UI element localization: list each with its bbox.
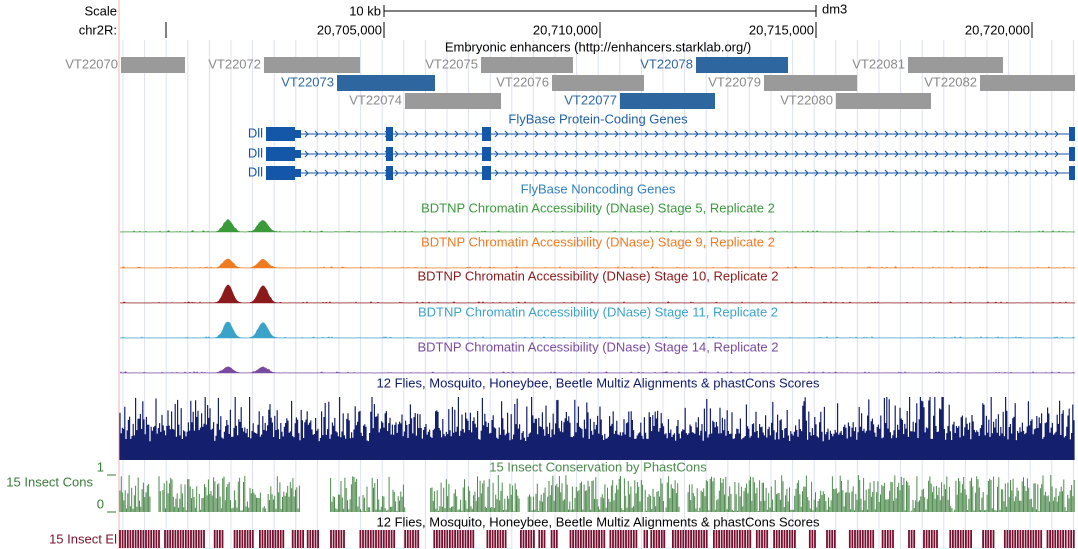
gene-label[interactable]: Dll xyxy=(248,125,263,140)
enhancer-item[interactable] xyxy=(764,75,857,91)
gene-exon[interactable] xyxy=(1069,127,1075,141)
gene-exon[interactable] xyxy=(1069,147,1075,161)
signal-track xyxy=(119,366,1076,374)
gene-label[interactable]: Dll xyxy=(248,164,263,179)
gene-exon[interactable] xyxy=(1069,166,1075,180)
track-title[interactable]: 12 Flies, Mosquito, Honeybee, Beetle Mul… xyxy=(377,375,820,390)
position-label: 20,710,000 xyxy=(533,22,598,37)
track-title[interactable]: BDTNP Chromatin Accessibility (DNase) St… xyxy=(417,268,778,283)
assembly: dm3 xyxy=(822,1,847,16)
enhancer-label[interactable]: VT22070 xyxy=(65,56,118,71)
enhancer-label[interactable]: VT22075 xyxy=(425,56,478,71)
enhancer-item[interactable] xyxy=(908,57,1003,73)
enhancer-label[interactable]: VT22078 xyxy=(640,56,693,71)
gene-exon[interactable] xyxy=(482,166,491,180)
track-label[interactable]: 15 Insect El xyxy=(49,531,117,546)
axis-min: 0 xyxy=(97,496,104,511)
gene-exon[interactable] xyxy=(386,166,393,180)
enhancer-label[interactable]: VT22082 xyxy=(924,74,977,89)
signal-track xyxy=(119,284,1076,304)
gene-exon[interactable] xyxy=(386,127,393,141)
gene-exon[interactable] xyxy=(386,147,393,161)
enhancer-item[interactable] xyxy=(121,57,185,73)
gene-exon[interactable] xyxy=(266,127,295,141)
scale-label: Scale xyxy=(84,3,117,18)
enhancer-label[interactable]: VT22079 xyxy=(708,74,761,89)
signal-track xyxy=(119,321,1076,339)
position-label: 20,720,000 xyxy=(965,22,1030,37)
track-title[interactable]: BDTNP Chromatin Accessibility (DNase) St… xyxy=(417,339,778,354)
track-title[interactable]: BDTNP Chromatin Accessibility (DNase) St… xyxy=(418,304,778,319)
gene-exon[interactable] xyxy=(482,127,491,141)
signal-track xyxy=(119,218,1076,233)
gene-exon[interactable] xyxy=(266,147,295,161)
position-label: 20,715,000 xyxy=(749,22,814,37)
gene-exon[interactable] xyxy=(266,166,295,180)
gene-exon[interactable] xyxy=(482,147,491,161)
track-title[interactable]: 15 Insect Conservation by PhastCons xyxy=(489,459,707,474)
enhancer-item[interactable] xyxy=(620,93,715,109)
enhancer-label[interactable]: VT22073 xyxy=(281,74,334,89)
track-title[interactable]: Embryonic enhancers (http://enhancers.st… xyxy=(445,39,751,54)
track-title[interactable]: FlyBase Noncoding Genes xyxy=(521,181,676,196)
enhancer-label[interactable]: VT22076 xyxy=(496,74,549,89)
enhancer-item[interactable] xyxy=(337,75,435,91)
track-title[interactable]: BDTNP Chromatin Accessibility (DNase) St… xyxy=(421,200,775,215)
axis-max: 1 xyxy=(97,459,104,474)
track-title[interactable]: 12 Flies, Mosquito, Honeybee, Beetle Mul… xyxy=(377,514,820,529)
enhancer-item[interactable] xyxy=(552,75,644,91)
phastcons-signal xyxy=(119,475,1075,512)
position-label: 20,705,000 xyxy=(317,22,382,37)
gene-utr xyxy=(295,130,301,138)
enhancer-item[interactable] xyxy=(836,93,931,109)
gene-utr xyxy=(295,150,301,158)
enhancer-item[interactable] xyxy=(264,57,360,73)
enhancer-label[interactable]: VT22081 xyxy=(852,56,905,71)
scale-size: 10 kb xyxy=(349,3,381,18)
enhancer-item[interactable] xyxy=(980,75,1075,91)
conservation-signal xyxy=(119,397,1075,460)
track-title[interactable]: BDTNP Chromatin Accessibility (DNase) St… xyxy=(421,234,775,249)
enhancer-item[interactable] xyxy=(481,57,573,73)
enhancer-label[interactable]: VT22072 xyxy=(208,56,261,71)
enhancer-item[interactable] xyxy=(405,93,501,109)
signal-track xyxy=(119,258,1076,269)
gene-utr xyxy=(295,169,301,177)
enhancer-label[interactable]: VT22080 xyxy=(780,92,833,107)
conserved-elements xyxy=(119,530,1075,548)
enhancer-label[interactable]: VT22077 xyxy=(564,92,617,107)
track-title[interactable]: FlyBase Protein-Coding Genes xyxy=(508,111,688,126)
enhancer-label[interactable]: VT22074 xyxy=(349,92,402,107)
chrom-label: chr2R: xyxy=(79,22,117,37)
gene-label[interactable]: Dll xyxy=(248,145,263,160)
track-label[interactable]: 15 Insect Cons xyxy=(6,474,93,489)
enhancer-item[interactable] xyxy=(696,57,788,73)
